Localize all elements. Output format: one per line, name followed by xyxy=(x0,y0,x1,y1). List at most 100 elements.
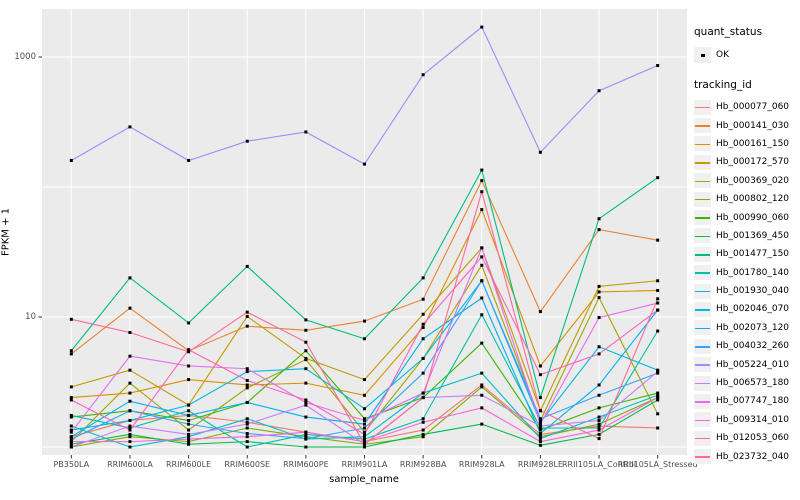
data-point xyxy=(304,381,308,385)
data-point xyxy=(187,437,191,441)
data-point xyxy=(128,435,132,439)
legend-line-swatch xyxy=(695,437,710,440)
data-point xyxy=(128,426,132,430)
data-point xyxy=(128,418,132,422)
data-point xyxy=(597,352,601,356)
data-point xyxy=(421,432,425,436)
data-point xyxy=(656,396,660,400)
data-point xyxy=(597,415,601,419)
legend-item-label: Hb_009314_010 xyxy=(716,414,790,425)
data-point xyxy=(656,238,660,242)
data-point xyxy=(656,288,660,292)
data-point xyxy=(245,314,249,318)
data-point xyxy=(304,400,308,404)
data-point xyxy=(245,422,249,426)
data-point xyxy=(597,217,601,221)
data-point xyxy=(597,290,601,294)
x-tick-label: PB350LA xyxy=(53,460,90,469)
data-point xyxy=(245,324,249,328)
legend-item-ok: OK xyxy=(694,45,798,65)
data-point xyxy=(245,386,249,390)
legend-item-label: Hb_000990_060 xyxy=(716,212,790,223)
data-point xyxy=(421,73,425,77)
legend-key-box xyxy=(694,265,711,281)
data-point xyxy=(538,437,542,441)
data-point xyxy=(187,348,191,352)
data-point xyxy=(656,370,660,374)
x-tick-label: RRIM600PE xyxy=(283,460,329,469)
data-point xyxy=(245,420,249,424)
data-point xyxy=(363,422,366,426)
data-point xyxy=(304,367,308,371)
data-point xyxy=(187,413,191,417)
data-point xyxy=(69,352,73,356)
data-point xyxy=(656,398,660,402)
legend-item-Hb_002046_070: Hb_002046_070 xyxy=(694,300,798,318)
data-point xyxy=(128,354,132,358)
data-point xyxy=(363,426,366,430)
legend-line-swatch xyxy=(695,254,710,256)
data-point xyxy=(128,391,132,395)
data-point xyxy=(656,329,660,333)
data-point xyxy=(69,440,73,444)
data-point xyxy=(363,393,366,397)
legend-line-swatch xyxy=(695,198,710,201)
data-point xyxy=(656,391,660,395)
x-tick-label: RRII105LA_Stressed xyxy=(617,460,698,469)
data-point xyxy=(480,406,484,410)
data-point xyxy=(304,432,308,436)
legend-item-label: OK xyxy=(716,50,729,60)
legend-key-box xyxy=(694,412,711,428)
data-point xyxy=(69,413,73,417)
legend-key-box xyxy=(694,375,711,391)
data-point xyxy=(187,440,191,444)
data-point xyxy=(480,393,484,397)
data-point xyxy=(538,364,542,368)
data-point xyxy=(187,409,191,413)
y-tick-label-1000: 1000 xyxy=(14,52,36,62)
data-point xyxy=(187,321,191,325)
data-point xyxy=(480,383,484,387)
data-point xyxy=(187,350,191,354)
x-axis-title: sample_name xyxy=(329,474,399,485)
legend-item-Hb_000161_150: Hb_000161_150 xyxy=(694,135,798,153)
legend-item-label: Hb_006573_180 xyxy=(716,378,790,389)
legend-item-label: Hb_000077_060 xyxy=(716,102,790,113)
legend-key-box xyxy=(694,320,711,336)
data-point xyxy=(480,341,484,345)
data-point xyxy=(656,176,660,180)
legend-item-Hb_002073_120: Hb_002073_120 xyxy=(694,319,798,337)
data-point xyxy=(363,418,366,422)
data-point xyxy=(187,418,191,422)
x-tick-label: RRIM600LE xyxy=(165,460,212,469)
data-point xyxy=(363,162,366,166)
data-point xyxy=(480,190,484,194)
data-point xyxy=(538,417,542,421)
data-point xyxy=(421,417,425,421)
legend-line-swatch xyxy=(695,382,710,385)
data-point xyxy=(421,396,425,400)
data-point xyxy=(363,407,366,411)
data-point xyxy=(538,418,542,422)
legend-item-Hb_023732_040: Hb_023732_040 xyxy=(694,447,798,465)
data-point xyxy=(69,424,73,428)
data-point xyxy=(187,378,191,382)
legend-key-box xyxy=(694,173,711,189)
data-point xyxy=(597,422,601,426)
data-point xyxy=(304,435,308,439)
data-point xyxy=(304,340,308,344)
data-point xyxy=(69,349,73,353)
legend-item-label: Hb_005224_010 xyxy=(716,359,790,370)
data-point xyxy=(480,179,484,183)
data-point xyxy=(480,371,484,375)
legend-line-swatch xyxy=(695,290,710,293)
data-point xyxy=(597,228,601,232)
data-point xyxy=(597,406,601,410)
data-point xyxy=(421,391,425,395)
data-point xyxy=(128,330,132,334)
data-point xyxy=(69,435,73,439)
x-tick-label: RRIM928LA xyxy=(458,460,505,469)
legend-title-tracking-id: tracking_id xyxy=(694,79,752,91)
